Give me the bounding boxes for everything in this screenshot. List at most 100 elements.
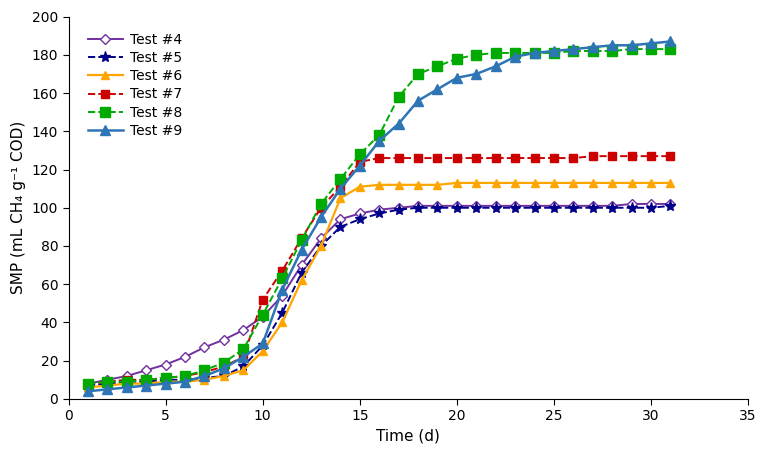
Test #8 [180, 373, 190, 379]
Test #4 [491, 203, 500, 208]
Test #6 [103, 383, 112, 388]
Test #9 [394, 121, 403, 126]
Test #5 [103, 381, 112, 386]
Y-axis label: SMP (mL CH₄ g⁻¹ COD): SMP (mL CH₄ g⁻¹ COD) [11, 121, 26, 294]
Test #7 [549, 155, 558, 161]
Test #8 [588, 48, 598, 54]
Test #5 [161, 377, 170, 383]
Test #7 [122, 377, 131, 383]
Test #4 [530, 203, 539, 208]
Legend: Test #4, Test #5, Test #6, Test #7, Test #8, Test #9: Test #4, Test #5, Test #6, Test #7, Test… [82, 27, 187, 143]
Test #6 [375, 182, 384, 187]
Test #8 [530, 50, 539, 56]
Test #6 [647, 180, 656, 186]
Test #6 [297, 278, 306, 283]
Test #9 [84, 389, 93, 394]
Test #9 [180, 379, 190, 384]
Test #6 [200, 377, 209, 383]
Test #5 [666, 203, 675, 208]
Line: Test #9: Test #9 [83, 36, 675, 396]
Line: Test #7: Test #7 [84, 152, 674, 388]
Test #9 [491, 64, 500, 69]
Test #7 [666, 153, 675, 159]
Test #7 [647, 153, 656, 159]
Test #6 [141, 381, 151, 386]
Test #6 [316, 243, 326, 249]
Test #7 [220, 364, 229, 369]
Line: Test #5: Test #5 [82, 200, 676, 391]
Test #8 [239, 347, 248, 352]
X-axis label: Time (d): Time (d) [376, 429, 440, 444]
Test #4 [141, 368, 151, 373]
Test #8 [103, 379, 112, 384]
Test #5 [569, 205, 578, 211]
Test #8 [336, 177, 345, 182]
Test #9 [433, 86, 442, 92]
Line: Test #4: Test #4 [84, 201, 674, 387]
Test #6 [277, 320, 286, 325]
Test #7 [258, 297, 267, 302]
Test #6 [413, 182, 422, 187]
Test #7 [336, 184, 345, 189]
Test #5 [472, 205, 481, 211]
Test #9 [607, 43, 617, 48]
Test #9 [200, 373, 209, 379]
Line: Test #6: Test #6 [84, 179, 674, 392]
Test #7 [84, 381, 93, 386]
Test #7 [394, 155, 403, 161]
Test #5 [200, 375, 209, 381]
Test #4 [84, 381, 93, 386]
Test #4 [647, 201, 656, 207]
Test #9 [627, 43, 636, 48]
Test #8 [647, 46, 656, 52]
Test #8 [258, 312, 267, 318]
Test #9 [588, 45, 598, 50]
Test #5 [297, 270, 306, 275]
Test #4 [316, 236, 326, 241]
Test #8 [316, 201, 326, 207]
Test #8 [277, 276, 286, 281]
Test #6 [258, 349, 267, 354]
Test #8 [511, 50, 520, 56]
Test #8 [375, 132, 384, 138]
Test #6 [491, 180, 500, 186]
Test #6 [122, 381, 131, 386]
Test #9 [356, 163, 365, 168]
Test #6 [666, 180, 675, 186]
Test #7 [413, 155, 422, 161]
Test #5 [122, 379, 131, 384]
Test #4 [452, 203, 462, 208]
Test #7 [141, 377, 151, 383]
Test #4 [161, 362, 170, 367]
Test #4 [220, 337, 229, 343]
Test #5 [530, 205, 539, 211]
Test #7 [239, 354, 248, 359]
Test #5 [394, 207, 403, 212]
Test #9 [375, 138, 384, 144]
Test #4 [122, 373, 131, 379]
Test #7 [180, 373, 190, 379]
Test #7 [375, 155, 384, 161]
Test #4 [103, 377, 112, 383]
Test #7 [200, 369, 209, 375]
Test #5 [258, 343, 267, 348]
Test #5 [511, 205, 520, 211]
Test #4 [569, 203, 578, 208]
Test #7 [569, 155, 578, 161]
Test #4 [433, 203, 442, 208]
Test #5 [413, 205, 422, 211]
Test #4 [375, 207, 384, 212]
Test #8 [356, 152, 365, 157]
Test #5 [277, 310, 286, 316]
Test #9 [220, 366, 229, 371]
Test #4 [277, 293, 286, 298]
Test #9 [122, 385, 131, 390]
Test #4 [472, 203, 481, 208]
Test #7 [161, 375, 170, 381]
Test #7 [356, 159, 365, 165]
Test #8 [220, 360, 229, 365]
Test #7 [433, 155, 442, 161]
Test #9 [452, 75, 462, 81]
Test #9 [141, 383, 151, 388]
Test #4 [588, 203, 598, 208]
